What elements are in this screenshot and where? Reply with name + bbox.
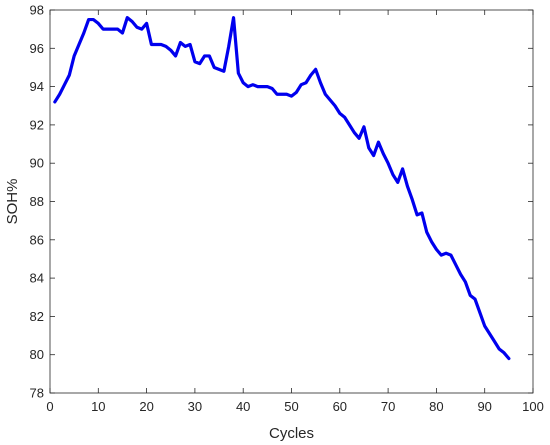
y-tick-label: 88 [30, 194, 44, 209]
y-tick-label: 82 [30, 309, 44, 324]
y-tick-label: 98 [30, 3, 44, 18]
x-tick-label: 40 [236, 399, 250, 414]
y-tick-label: 86 [30, 232, 44, 247]
x-tick-label: 80 [429, 399, 443, 414]
y-tick-label: 80 [30, 347, 44, 362]
y-tick-label: 84 [30, 271, 44, 286]
y-axis-label: SOH% [4, 179, 21, 225]
x-tick-label: 70 [381, 399, 395, 414]
x-axis-ticks: 0 10 20 30 40 50 60 70 80 90 100 [46, 10, 544, 414]
x-tick-label: 20 [139, 399, 153, 414]
x-tick-label: 50 [284, 399, 298, 414]
x-tick-label: 0 [46, 399, 53, 414]
x-tick-label: 10 [91, 399, 105, 414]
series-layer [53, 16, 511, 361]
plot-area [50, 10, 533, 393]
x-tick-label: 100 [522, 399, 544, 414]
y-axis-ticks: 78 80 82 84 86 88 90 92 94 96 98 [30, 3, 533, 401]
x-tick-label: 60 [333, 399, 347, 414]
y-tick-label: 78 [30, 386, 44, 401]
y-tick-label: 92 [30, 117, 44, 132]
y-tick-label: 94 [30, 79, 44, 94]
y-tick-label: 90 [30, 156, 44, 171]
x-tick-label: 30 [188, 399, 202, 414]
plot-frame [49, 9, 534, 394]
x-tick-label: 90 [477, 399, 491, 414]
x-axis-label: Cycles [269, 425, 314, 442]
y-tick-label: 96 [30, 41, 44, 56]
